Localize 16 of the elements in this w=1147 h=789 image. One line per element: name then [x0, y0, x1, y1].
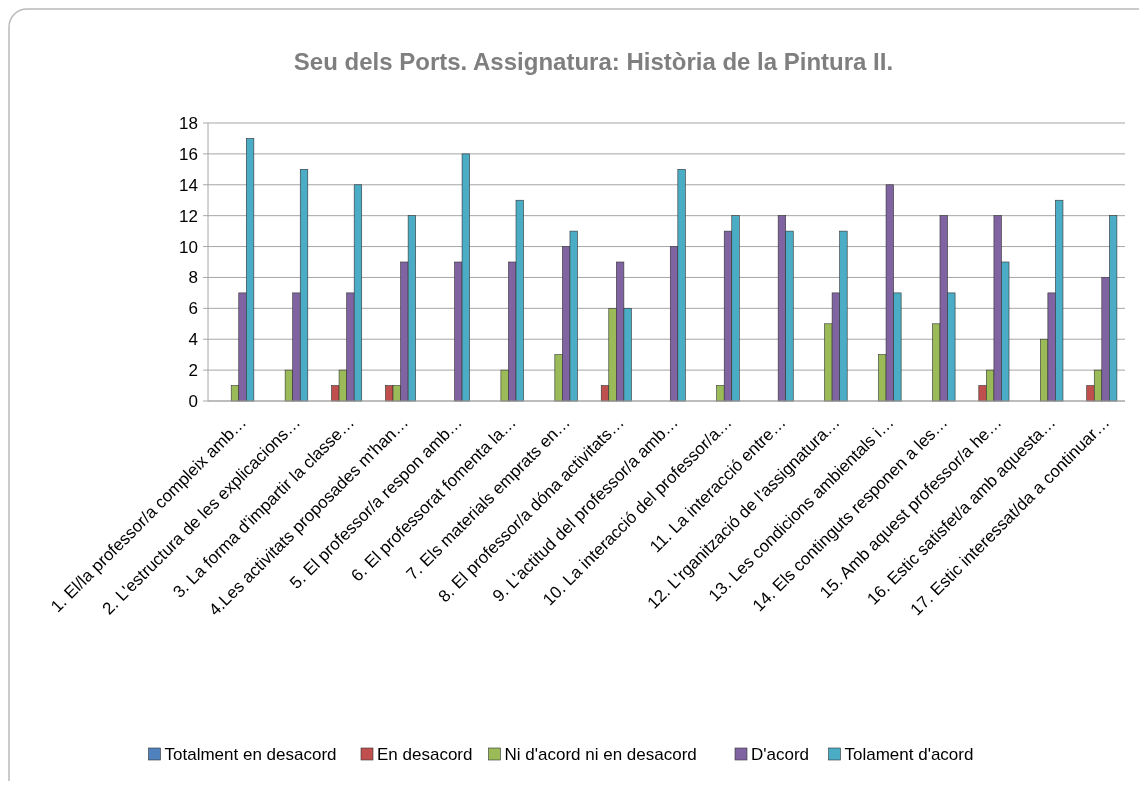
legend-label: Ni d'acord ni en desacord	[504, 745, 697, 764]
legend-label: En desacord	[377, 745, 473, 764]
y-tick-label: 14	[179, 175, 198, 195]
y-tick-label: 8	[188, 268, 198, 288]
y-tick-label: 10	[179, 237, 198, 257]
y-tick-label: 6	[188, 299, 198, 319]
y-tick-label: 16	[179, 144, 198, 164]
y-tick-label: 4	[188, 330, 198, 350]
y-tick-label: 12	[179, 206, 198, 226]
legend-label: D'acord	[751, 745, 810, 764]
y-tick-label: 18	[179, 113, 198, 133]
legend-label: Totalment en desacord	[164, 745, 337, 764]
y-tick-label: 2	[188, 361, 198, 381]
chart-title: Seu dels Ports. Assignatura: Història de la Pintura II.	[293, 48, 894, 75]
legend-label: Tolament d'acord	[844, 745, 974, 764]
y-tick-label: 0	[188, 391, 198, 411]
